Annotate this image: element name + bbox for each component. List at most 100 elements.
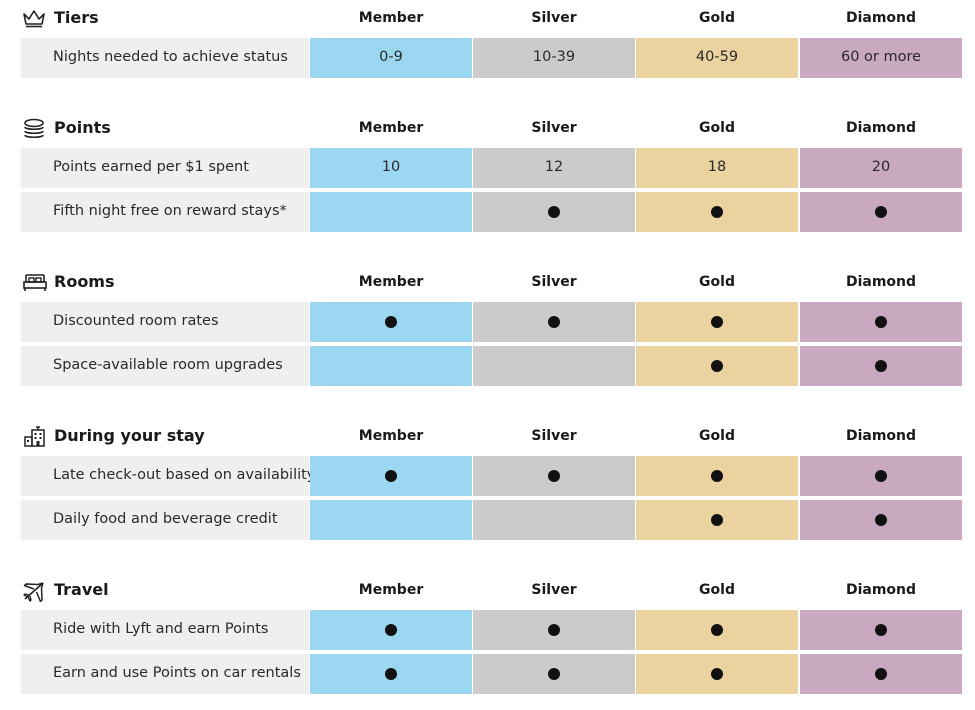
cell-diamond: 60 or more <box>800 38 962 78</box>
cell-member: 10 <box>310 148 472 188</box>
row-label: Space-available room upgrades <box>53 357 283 373</box>
cell-diamond: 20 <box>800 148 962 188</box>
table-row: Ride with Lyft and earn Points <box>0 610 975 654</box>
included-dot-icon <box>385 470 397 482</box>
column-header-member: Member <box>358 428 424 444</box>
row-label: Nights needed to achieve status <box>53 49 288 65</box>
cell-gold <box>636 346 798 386</box>
cell-gold <box>636 610 798 650</box>
cell-member <box>310 346 472 386</box>
row-label: Late check-out based on availability <box>53 467 316 483</box>
cell-gold <box>636 654 798 694</box>
cell-member <box>310 610 472 650</box>
cell-silver: 10-39 <box>473 38 635 78</box>
row-label: Points earned per $1 spent <box>53 159 249 175</box>
cell-silver <box>473 346 635 386</box>
included-dot-icon <box>711 624 723 636</box>
column-header-diamond: Diamond <box>845 582 917 598</box>
cell-diamond <box>800 302 962 342</box>
section-tiers: Tiers Member Silver Gold Diamond Nights … <box>0 0 975 82</box>
cell-member: 0-9 <box>310 38 472 78</box>
cell-value: 10 <box>381 159 401 175</box>
row-label-cell: Points earned per $1 spent <box>21 148 309 188</box>
bed-icon <box>22 272 48 294</box>
cell-silver: 12 <box>473 148 635 188</box>
column-header-silver: Silver <box>531 428 577 444</box>
column-header-gold: Gold <box>699 10 735 26</box>
cell-value: 20 <box>871 159 891 175</box>
cell-silver <box>473 610 635 650</box>
column-header-member: Member <box>358 120 424 136</box>
cell-diamond <box>800 654 962 694</box>
cell-silver <box>473 192 635 232</box>
row-label: Fifth night free on reward stays* <box>53 203 287 219</box>
row-label-cell: Ride with Lyft and earn Points <box>21 610 309 650</box>
section-header: During your stay Member Silver Gold Diam… <box>0 418 975 456</box>
cell-member <box>310 654 472 694</box>
section-header: Travel Member Silver Gold Diamond <box>0 572 975 610</box>
row-label: Daily food and beverage credit <box>53 511 278 527</box>
cell-diamond <box>800 500 962 540</box>
section-travel: Travel Member Silver Gold Diamond Ride w… <box>0 572 975 698</box>
table-row: Nights needed to achieve status 0-9 10-3… <box>0 38 975 82</box>
included-dot-icon <box>875 470 887 482</box>
included-dot-icon <box>385 316 397 328</box>
row-label-cell: Discounted room rates <box>21 302 309 342</box>
column-header-gold: Gold <box>699 428 735 444</box>
included-dot-icon <box>548 470 560 482</box>
included-dot-icon <box>875 668 887 680</box>
cell-value: 18 <box>707 159 727 175</box>
column-header-diamond: Diamond <box>845 428 917 444</box>
row-label: Discounted room rates <box>53 313 219 329</box>
cell-value: 40-59 <box>695 49 739 65</box>
cell-gold: 40-59 <box>636 38 798 78</box>
column-header-gold: Gold <box>699 274 735 290</box>
row-label-cell: Fifth night free on reward stays* <box>21 192 309 232</box>
section-header: Rooms Member Silver Gold Diamond <box>0 264 975 302</box>
cell-silver <box>473 500 635 540</box>
section-during-your-stay: During your stay Member Silver Gold Diam… <box>0 418 975 544</box>
included-dot-icon <box>711 668 723 680</box>
cell-member <box>310 192 472 232</box>
included-dot-icon <box>875 316 887 328</box>
included-dot-icon <box>548 668 560 680</box>
section-rooms: Rooms Member Silver Gold Diamond Discoun… <box>0 264 975 390</box>
included-dot-icon <box>385 668 397 680</box>
section-title: Travel <box>54 580 109 599</box>
column-header-member: Member <box>358 274 424 290</box>
column-header-silver: Silver <box>531 120 577 136</box>
cell-gold <box>636 456 798 496</box>
included-dot-icon <box>875 360 887 372</box>
included-dot-icon <box>711 206 723 218</box>
section-title: Rooms <box>54 272 115 291</box>
table-row: Late check-out based on availability <box>0 456 975 500</box>
cell-member <box>310 302 472 342</box>
row-label: Earn and use Points on car rentals <box>53 665 301 681</box>
cell-value: 0-9 <box>379 49 403 65</box>
column-header-silver: Silver <box>531 582 577 598</box>
cell-member <box>310 500 472 540</box>
coins-icon <box>22 118 48 140</box>
crown-icon <box>22 8 48 30</box>
included-dot-icon <box>711 514 723 526</box>
row-label-cell: Daily food and beverage credit <box>21 500 309 540</box>
included-dot-icon <box>875 514 887 526</box>
cell-gold <box>636 500 798 540</box>
row-label-cell: Space-available room upgrades <box>21 346 309 386</box>
cell-gold <box>636 302 798 342</box>
column-header-member: Member <box>358 582 424 598</box>
row-label-cell: Earn and use Points on car rentals <box>21 654 309 694</box>
table-row: Daily food and beverage credit <box>0 500 975 544</box>
cell-diamond <box>800 192 962 232</box>
column-header-silver: Silver <box>531 274 577 290</box>
cell-silver <box>473 654 635 694</box>
cell-diamond <box>800 346 962 386</box>
table-row: Space-available room upgrades <box>0 346 975 390</box>
cell-value: 12 <box>544 159 564 175</box>
table-row: Earn and use Points on car rentals <box>0 654 975 698</box>
cell-member <box>310 456 472 496</box>
section-points: Points Member Silver Gold Diamond Points… <box>0 110 975 236</box>
column-header-gold: Gold <box>699 120 735 136</box>
included-dot-icon <box>548 624 560 636</box>
included-dot-icon <box>548 206 560 218</box>
